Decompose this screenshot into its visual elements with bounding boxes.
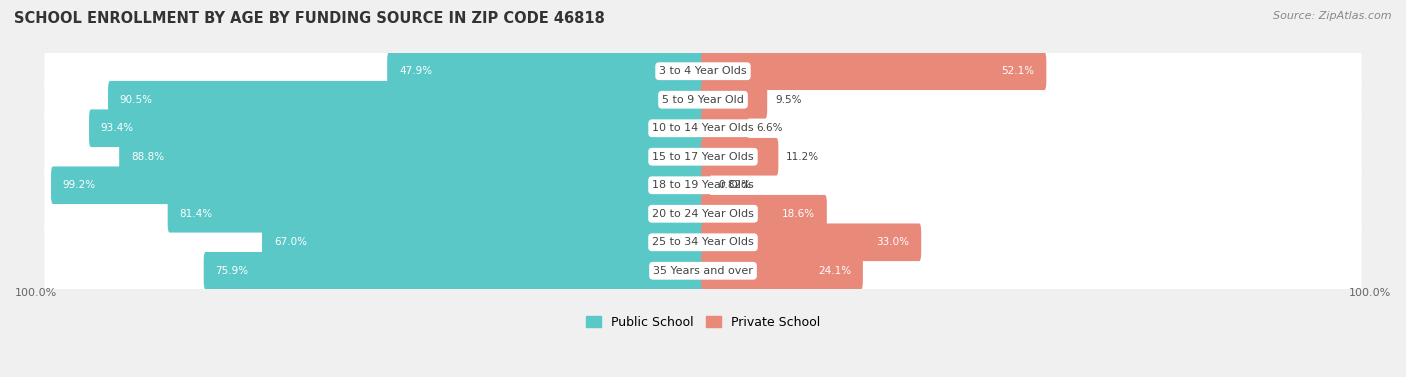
Text: 93.4%: 93.4%: [101, 123, 134, 133]
Text: 0.82%: 0.82%: [718, 180, 751, 190]
Text: 11.2%: 11.2%: [786, 152, 820, 162]
Text: SCHOOL ENROLLMENT BY AGE BY FUNDING SOURCE IN ZIP CODE 46818: SCHOOL ENROLLMENT BY AGE BY FUNDING SOUR…: [14, 11, 605, 26]
Text: 10 to 14 Year Olds: 10 to 14 Year Olds: [652, 123, 754, 133]
Text: 75.9%: 75.9%: [215, 266, 249, 276]
FancyBboxPatch shape: [204, 252, 704, 290]
Text: 35 Years and over: 35 Years and over: [652, 266, 754, 276]
FancyBboxPatch shape: [45, 245, 1361, 297]
Text: 9.5%: 9.5%: [775, 95, 801, 105]
FancyBboxPatch shape: [89, 109, 704, 147]
FancyBboxPatch shape: [120, 138, 704, 176]
Text: 25 to 34 Year Olds: 25 to 34 Year Olds: [652, 237, 754, 247]
FancyBboxPatch shape: [702, 81, 768, 118]
Text: 67.0%: 67.0%: [274, 237, 307, 247]
FancyBboxPatch shape: [51, 166, 704, 204]
FancyBboxPatch shape: [387, 52, 704, 90]
Text: 15 to 17 Year Olds: 15 to 17 Year Olds: [652, 152, 754, 162]
Text: 100.0%: 100.0%: [1348, 288, 1391, 299]
FancyBboxPatch shape: [45, 159, 1361, 211]
FancyBboxPatch shape: [45, 102, 1361, 155]
FancyBboxPatch shape: [45, 45, 1361, 98]
FancyBboxPatch shape: [45, 74, 1361, 126]
Text: 88.8%: 88.8%: [131, 152, 165, 162]
Text: 6.6%: 6.6%: [756, 123, 783, 133]
Text: 52.1%: 52.1%: [1001, 66, 1035, 76]
Text: 81.4%: 81.4%: [180, 209, 212, 219]
FancyBboxPatch shape: [702, 195, 827, 233]
FancyBboxPatch shape: [702, 109, 748, 147]
FancyBboxPatch shape: [702, 224, 921, 261]
Legend: Public School, Private School: Public School, Private School: [579, 310, 827, 335]
FancyBboxPatch shape: [702, 138, 779, 176]
FancyBboxPatch shape: [45, 130, 1361, 183]
Text: Source: ZipAtlas.com: Source: ZipAtlas.com: [1274, 11, 1392, 21]
Text: 3 to 4 Year Olds: 3 to 4 Year Olds: [659, 66, 747, 76]
FancyBboxPatch shape: [702, 252, 863, 290]
Text: 24.1%: 24.1%: [818, 266, 851, 276]
Text: 20 to 24 Year Olds: 20 to 24 Year Olds: [652, 209, 754, 219]
Text: 100.0%: 100.0%: [15, 288, 58, 299]
Text: 18.6%: 18.6%: [782, 209, 815, 219]
FancyBboxPatch shape: [45, 187, 1361, 240]
FancyBboxPatch shape: [167, 195, 704, 233]
Text: 90.5%: 90.5%: [120, 95, 153, 105]
Text: 18 to 19 Year Olds: 18 to 19 Year Olds: [652, 180, 754, 190]
FancyBboxPatch shape: [702, 52, 1046, 90]
FancyBboxPatch shape: [702, 166, 710, 204]
Text: 99.2%: 99.2%: [63, 180, 96, 190]
FancyBboxPatch shape: [262, 224, 704, 261]
Text: 5 to 9 Year Old: 5 to 9 Year Old: [662, 95, 744, 105]
FancyBboxPatch shape: [45, 216, 1361, 268]
Text: 33.0%: 33.0%: [876, 237, 910, 247]
FancyBboxPatch shape: [108, 81, 704, 118]
Text: 47.9%: 47.9%: [399, 66, 432, 76]
